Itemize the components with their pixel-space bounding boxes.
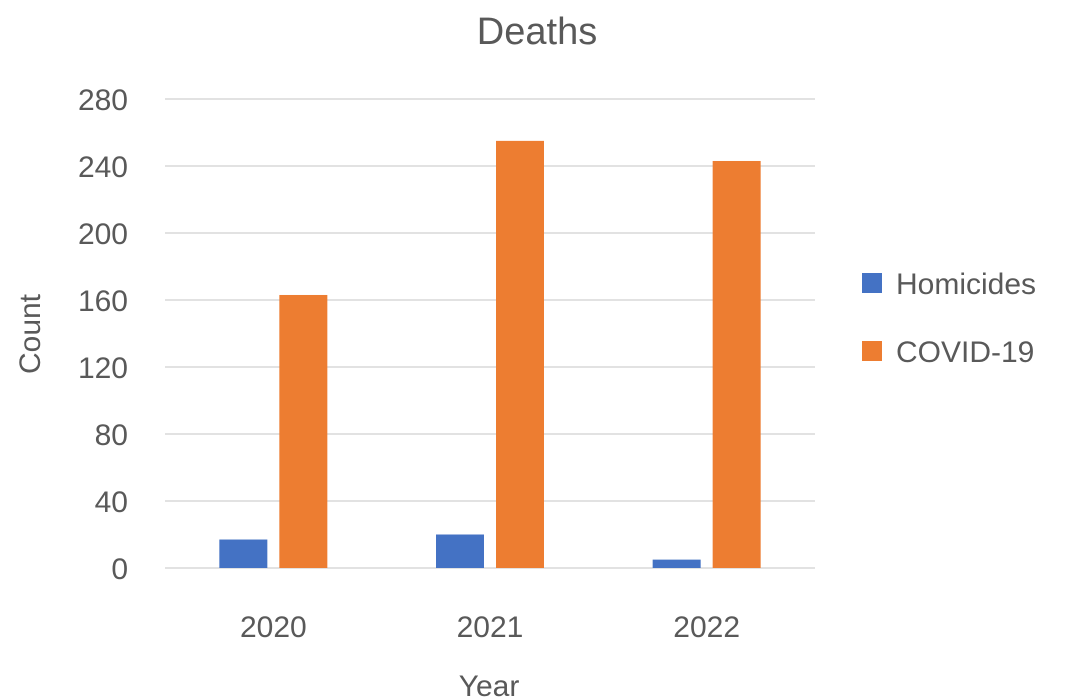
bar-homicides-2022 [652, 559, 701, 568]
legend-swatch-homicides [862, 273, 882, 293]
chart-title: Deaths [477, 11, 597, 53]
bar-homicides-2020 [219, 539, 268, 568]
bar-homicides-2021 [436, 534, 484, 568]
y-tick-label: 0 [111, 553, 128, 586]
x-tick-label: 2021 [457, 611, 524, 644]
x-tick-label: 2022 [673, 611, 740, 644]
x-axis-tick-labels: 2020 2021 2022 [240, 611, 740, 644]
y-axis-title: Count [14, 293, 47, 374]
legend-label: COVID-19 [896, 336, 1034, 369]
legend-label: Homicides [896, 268, 1036, 301]
y-tick-label: 240 [78, 151, 128, 184]
bar-covid-19-2021 [496, 140, 544, 568]
bar-covid-19-2022 [712, 160, 761, 568]
x-axis-title: Year [459, 670, 520, 698]
y-tick-label: 280 [78, 84, 128, 117]
y-tick-label: 80 [95, 419, 128, 452]
y-tick-label: 120 [78, 352, 128, 385]
y-tick-label: 200 [78, 218, 128, 251]
y-tick-label: 40 [95, 486, 128, 519]
y-tick-label: 160 [78, 285, 128, 318]
gridlines [165, 98, 815, 569]
bar-covid-19-2020 [279, 294, 328, 568]
legend-swatch-covid-19 [862, 341, 882, 361]
bars [219, 140, 761, 568]
legend: Homicides COVID-19 [862, 268, 1036, 369]
x-tick-label: 2020 [240, 611, 307, 644]
y-axis-tick-labels: 0 40 80 120 160 200 240 280 [78, 84, 128, 586]
